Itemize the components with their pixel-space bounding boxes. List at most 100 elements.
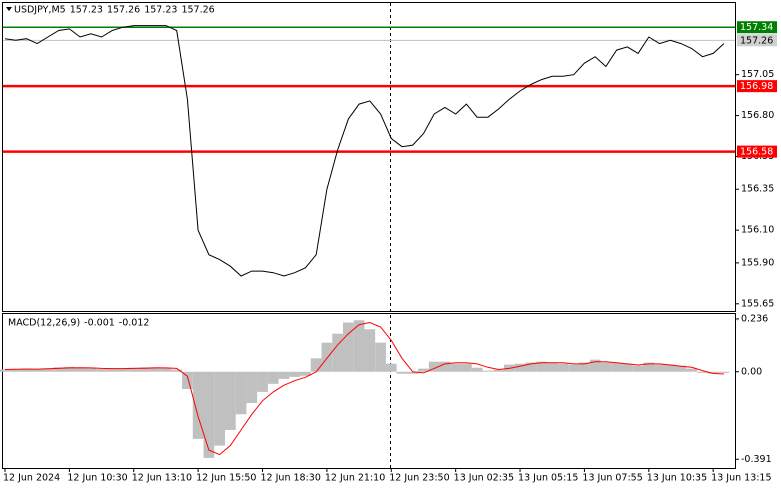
histogram-bar [321, 342, 333, 372]
y-tick-label: 0.00 [741, 366, 762, 377]
histogram-bar [224, 371, 236, 430]
histogram-bar [246, 371, 258, 404]
price-line [4, 25, 725, 277]
y-tick-label: 155.90 [741, 257, 774, 268]
histogram-bar [546, 362, 558, 372]
ohlc-value: 157.26 [181, 5, 214, 16]
signal-line [4, 321, 724, 456]
histogram-bar [21, 368, 32, 372]
y-tick-label: 156.80 [741, 110, 774, 121]
x-tick-label: 12 Jun 2024 [3, 473, 60, 484]
x-tick-label: 13 Jun 05:15 [518, 473, 578, 484]
histogram-bar [139, 367, 150, 372]
y-tick-label: 156.10 [741, 225, 774, 236]
menu-triangle [6, 7, 12, 11]
histogram-bar [375, 342, 386, 372]
last-price-label: 157.26 [740, 35, 773, 46]
y-tick-label: 155.65 [741, 298, 774, 309]
histogram-bar [192, 371, 204, 439]
histogram-bar [149, 367, 161, 372]
histogram-bar [106, 369, 118, 372]
histogram-bar [589, 359, 601, 372]
histogram-bar [364, 329, 376, 372]
histogram-bar [611, 362, 622, 372]
histogram-bar [697, 371, 708, 373]
x-tick-label: 13 Jun 07:55 [582, 473, 642, 484]
histogram-bar [525, 362, 537, 372]
histogram-bar [128, 367, 140, 372]
histogram-bar [450, 363, 462, 372]
histogram-bar [353, 320, 365, 372]
histogram-bar [31, 369, 43, 372]
histogram-bar [686, 368, 698, 372]
histogram-bar [600, 362, 612, 372]
level-label: 156.98 [740, 81, 773, 92]
histogram-bar [568, 364, 580, 372]
ohlc-value: 157.23 [144, 5, 177, 16]
histogram-bar [42, 368, 54, 372]
histogram-bar [300, 371, 311, 376]
indicator-value: -0.001 [84, 318, 115, 329]
histogram-bar [342, 322, 354, 372]
histogram-bar [579, 362, 590, 372]
histogram-bar [385, 363, 397, 372]
histogram-bar [182, 371, 193, 389]
ohlc-value: 157.23 [70, 5, 103, 16]
histogram-bar [203, 371, 215, 458]
x-tick-label: 13 Jun 10:35 [647, 473, 707, 484]
histogram-bar [514, 363, 526, 372]
y-tick-label: 157.05 [741, 69, 774, 80]
x-tick-label: 12 Jun 13:10 [132, 473, 192, 484]
histogram-bar [654, 364, 665, 372]
level-label: 156.58 [740, 147, 773, 158]
histogram-bar [289, 371, 301, 377]
level-label-box [737, 80, 777, 93]
histogram-bar [418, 368, 429, 372]
x-tick-label: 12 Jun 10:30 [67, 473, 127, 484]
histogram-bar [707, 371, 719, 374]
histogram-bar [396, 371, 408, 374]
histogram-bar [332, 333, 343, 372]
x-tick-label: 13 Jun 13:15 [711, 473, 771, 484]
histogram-bar [439, 361, 451, 372]
x-tick-label: 12 Jun 15:50 [196, 473, 256, 484]
histogram-bar [117, 368, 129, 372]
x-tick-label: 12 Jun 18:30 [261, 473, 321, 484]
histogram-bar [267, 371, 279, 384]
indicator-title: MACD(12,26,9) [8, 318, 80, 329]
histogram-bar [461, 363, 472, 372]
histogram-bar [0, 369, 11, 372]
x-tick-label: 12 Jun 23:50 [389, 473, 449, 484]
x-tick-label: 12 Jun 21:10 [325, 473, 385, 484]
histogram-bar [171, 369, 183, 372]
histogram-bar [664, 364, 676, 372]
histogram-bar [675, 365, 687, 372]
macd-panel-frame [2, 313, 736, 469]
level-label-box [737, 21, 777, 34]
histogram-bar [407, 371, 419, 374]
level-label-box [737, 145, 777, 158]
histogram-bar [632, 365, 644, 372]
histogram-bar [74, 367, 86, 372]
histogram-bar [643, 362, 655, 372]
histogram-bar [85, 368, 97, 372]
histogram-bar [536, 361, 547, 372]
histogram-bar [482, 370, 494, 372]
indicator-value: -0.012 [119, 318, 150, 329]
histogram-bar [96, 369, 107, 372]
ohlc-value: 157.26 [107, 5, 140, 16]
y-tick-label: 156.35 [741, 184, 774, 195]
histogram-bar [64, 366, 75, 372]
level-label: 157.34 [740, 22, 773, 33]
histogram-bar [10, 369, 22, 372]
last-price-box [737, 34, 777, 47]
histogram-bar [471, 367, 483, 372]
histogram-bar [53, 367, 65, 372]
x-tick-label: 13 Jun 02:35 [454, 473, 514, 484]
histogram-bar [310, 358, 322, 372]
histogram-bar [718, 371, 730, 373]
histogram-bar [257, 371, 268, 392]
histogram-bar [428, 361, 440, 372]
